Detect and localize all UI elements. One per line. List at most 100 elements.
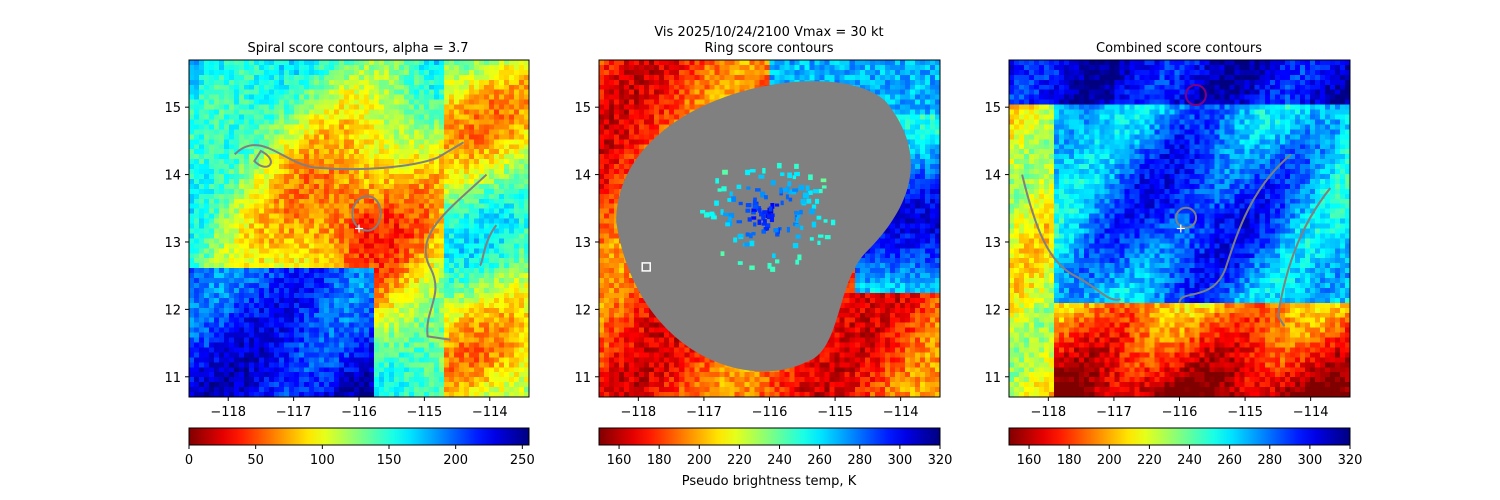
y-tick-label: 11 bbox=[984, 371, 1001, 386]
y-tick-label: 15 bbox=[164, 101, 181, 116]
x-tick-label: −114 bbox=[883, 405, 919, 420]
colorbar-tick-label: 200 bbox=[1097, 453, 1122, 468]
speckle bbox=[744, 242, 750, 247]
x-tick-label: −118 bbox=[1030, 405, 1066, 420]
speckle bbox=[794, 171, 800, 177]
x-tick-label: −116 bbox=[752, 405, 788, 420]
speckle bbox=[749, 240, 755, 247]
colorbar-tick-label: 150 bbox=[377, 453, 402, 468]
speckle bbox=[753, 222, 757, 227]
colorbar-tick-label: 180 bbox=[647, 453, 672, 468]
speckle bbox=[811, 204, 817, 209]
y-tick-label: 12 bbox=[984, 303, 1001, 318]
y-tick-label: 11 bbox=[574, 371, 591, 386]
speckle bbox=[785, 186, 790, 193]
colorbar-label-ring: Pseudo brightness temp, K bbox=[682, 474, 857, 489]
speckle bbox=[770, 180, 776, 186]
y-tick-label: 11 bbox=[164, 371, 181, 386]
colorbar-spiral: 0 50 100 150 200 250 bbox=[185, 427, 535, 468]
y-tick-label: 14 bbox=[574, 169, 591, 184]
colorbar-tick-label: 280 bbox=[1257, 453, 1282, 468]
colorbar-tick-label: 50 bbox=[247, 453, 264, 468]
contour-line bbox=[424, 173, 488, 341]
speckle bbox=[795, 223, 800, 228]
speckle bbox=[761, 214, 766, 221]
y-tick-label: 13 bbox=[574, 236, 591, 251]
speckle bbox=[759, 211, 764, 217]
speckle bbox=[764, 223, 771, 229]
speckle bbox=[820, 178, 827, 183]
speckle bbox=[717, 188, 722, 192]
speckle bbox=[805, 185, 810, 192]
speckle bbox=[736, 184, 742, 189]
speckle bbox=[761, 222, 766, 226]
speckle bbox=[729, 191, 733, 197]
speckle bbox=[720, 209, 724, 215]
x-ticks-combined: −118 −117 −116 −115 −114 bbox=[1030, 397, 1329, 420]
speckle bbox=[752, 199, 757, 205]
colorbar-tick-label: 0 bbox=[185, 453, 193, 468]
speckle bbox=[758, 208, 762, 213]
speckle bbox=[745, 232, 750, 237]
speckle bbox=[715, 178, 719, 184]
center-marker bbox=[1176, 224, 1185, 233]
colorbar-tick-label: 320 bbox=[1338, 453, 1363, 468]
speckle bbox=[714, 200, 719, 206]
contour-line bbox=[253, 149, 272, 168]
contour-line bbox=[1178, 153, 1292, 303]
contour-line bbox=[234, 141, 465, 171]
speckle bbox=[798, 184, 805, 191]
speckle bbox=[758, 174, 765, 179]
speckle bbox=[763, 219, 767, 225]
speckle bbox=[795, 217, 799, 224]
speckle bbox=[772, 253, 776, 259]
colorbar-tick-label: 240 bbox=[1177, 453, 1202, 468]
speckle bbox=[762, 167, 766, 174]
speckle bbox=[767, 214, 771, 219]
speckle bbox=[776, 162, 782, 169]
speckle bbox=[737, 234, 744, 238]
colorbar-tick-label: 160 bbox=[607, 453, 632, 468]
speckle bbox=[775, 259, 780, 264]
speckle bbox=[830, 219, 836, 226]
colorbar-tick-label: 220 bbox=[1137, 453, 1162, 468]
colorbar-tick-label: 200 bbox=[443, 453, 468, 468]
speckle bbox=[796, 214, 801, 218]
speckle bbox=[749, 265, 755, 270]
speckle bbox=[800, 199, 806, 204]
colorbar-gradient bbox=[188, 427, 530, 446]
speckle bbox=[721, 186, 727, 192]
speckle bbox=[774, 203, 780, 207]
speckle bbox=[767, 262, 772, 269]
speckle bbox=[745, 169, 751, 176]
max-score-marker bbox=[1184, 84, 1207, 107]
colorbar-tick-label: 250 bbox=[510, 453, 535, 468]
panel-ring: Ring score contours −118 −117 −116 −115 −114… bbox=[574, 41, 952, 489]
speckle bbox=[792, 242, 799, 249]
x-tick-label: −115 bbox=[1227, 405, 1263, 420]
center-marker bbox=[355, 224, 363, 233]
contour-line bbox=[1021, 174, 1121, 301]
speckle bbox=[738, 201, 743, 206]
colorbar-ring: 160 180 200 220 240 260 280 300 320 bbox=[598, 427, 952, 468]
speckle bbox=[792, 188, 799, 192]
speckle bbox=[817, 234, 824, 238]
panel-spiral: Spiral score contours, alpha = 3.7 −118−… bbox=[164, 41, 534, 468]
speckle bbox=[811, 221, 817, 228]
y-tick-label: 14 bbox=[984, 169, 1001, 184]
x-tick-label: −114 bbox=[472, 405, 508, 420]
masked-ring-region bbox=[616, 81, 911, 372]
speckle bbox=[808, 190, 813, 195]
y-ticks-ring: 11 12 13 14 15 bbox=[574, 101, 599, 386]
y-tick-label: 13 bbox=[984, 236, 1001, 251]
speckle bbox=[746, 186, 751, 190]
speckle bbox=[749, 233, 753, 239]
speckle bbox=[747, 217, 752, 222]
speckle bbox=[711, 215, 717, 220]
speckle bbox=[787, 172, 793, 179]
speckle bbox=[749, 169, 756, 173]
speckle bbox=[795, 234, 801, 239]
speckle bbox=[817, 240, 821, 245]
x-tick-label: −117 bbox=[686, 405, 722, 420]
speckle bbox=[809, 208, 815, 215]
